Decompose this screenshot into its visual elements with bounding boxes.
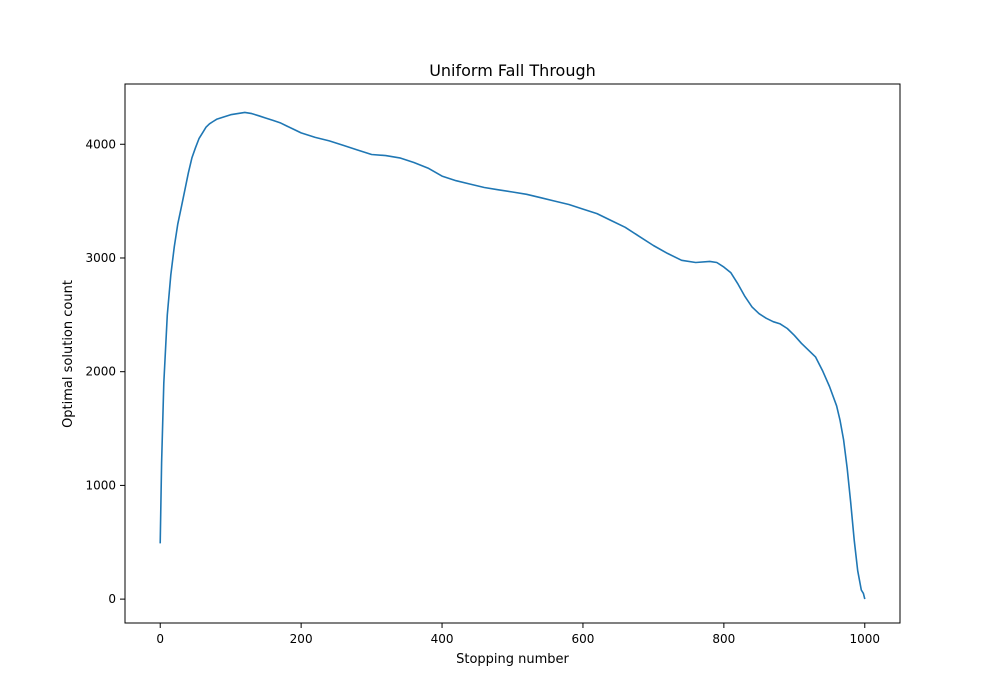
y-tick-label: 4000 xyxy=(85,137,116,151)
x-tick-label: 1000 xyxy=(849,632,880,646)
x-tick-label: 400 xyxy=(431,632,454,646)
y-tick-label: 2000 xyxy=(85,365,116,379)
x-axis: 0 200 400 600 800 1000 xyxy=(156,623,880,646)
x-tick-label: 600 xyxy=(572,632,595,646)
y-tick-label: 3000 xyxy=(85,251,116,265)
plot-frame xyxy=(124,83,901,624)
x-tick-label: 200 xyxy=(290,632,313,646)
y-tick-label: 0 xyxy=(108,592,116,606)
chart-title: Uniform Fall Through xyxy=(429,61,596,80)
y-axis-label: Optimal solution count xyxy=(61,280,76,428)
x-axis-label: Stopping number xyxy=(456,652,569,667)
y-axis: 0 1000 2000 3000 4000 xyxy=(85,137,125,606)
series-line-0 xyxy=(159,111,866,600)
plot-area xyxy=(159,111,866,600)
y-tick-label: 1000 xyxy=(85,478,116,492)
x-tick-label: 0 xyxy=(156,632,164,646)
x-tick-label: 800 xyxy=(712,632,735,646)
